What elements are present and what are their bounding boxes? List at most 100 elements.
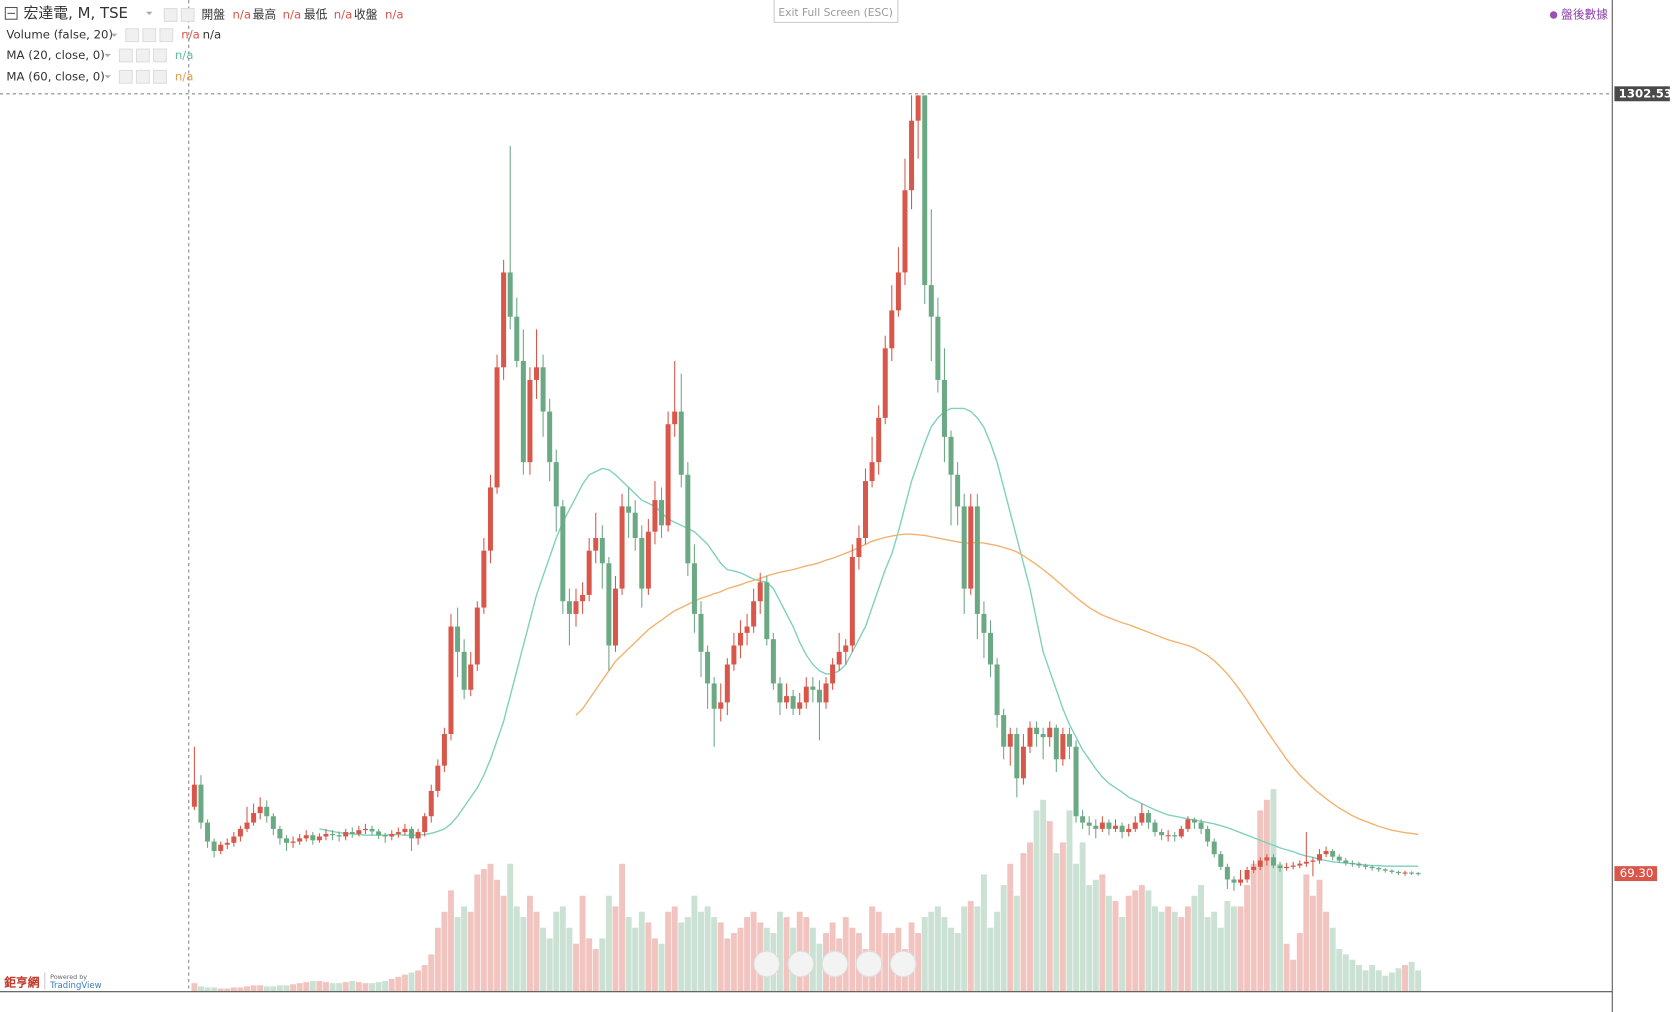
candle-body <box>790 696 796 709</box>
volume-bar <box>401 974 408 992</box>
reset[interactable] <box>821 950 849 978</box>
candle-body <box>659 500 665 526</box>
volume-bar <box>1125 895 1132 992</box>
volume-bar <box>1329 927 1336 992</box>
volume-bar <box>1178 917 1185 992</box>
volume-bar <box>382 981 389 992</box>
indicator-button[interactable] <box>142 28 157 43</box>
volume-bar <box>783 917 790 992</box>
candle-body <box>1277 865 1283 869</box>
volume-bar <box>1415 970 1422 992</box>
candle-body <box>1073 746 1079 817</box>
candle-body <box>1126 828 1132 833</box>
volume-bar <box>553 911 560 992</box>
crosshair-price-label: 1302.53 <box>1619 86 1672 100</box>
volume-bar <box>1138 885 1145 992</box>
candle-body <box>968 506 974 589</box>
candle-body <box>705 651 711 684</box>
candle-body <box>645 531 651 589</box>
ma-layer <box>319 407 1419 867</box>
candle-body <box>316 836 322 841</box>
volume-bar <box>750 911 757 992</box>
candle-body <box>724 664 730 703</box>
ohlc-label: 收盤 <box>354 7 378 21</box>
candle-body <box>1376 868 1382 870</box>
candle-body <box>310 835 316 841</box>
exit-fullscreen[interactable]: Exit Full Screen (ESC) <box>773 0 899 23</box>
candle-body <box>1231 879 1237 883</box>
candle-body <box>303 835 309 839</box>
candle-body <box>915 95 921 121</box>
candle-body <box>862 481 868 539</box>
scroll-left[interactable] <box>753 950 781 978</box>
candle-body <box>797 702 803 709</box>
volume-bar <box>355 982 362 992</box>
candle-body <box>205 822 211 842</box>
candle-body <box>626 506 632 513</box>
indicator-button[interactable] <box>118 69 133 84</box>
volume-bar <box>994 911 1001 992</box>
candle-body <box>1198 822 1204 829</box>
volume-bar <box>1191 895 1198 992</box>
symbol-button[interactable] <box>180 8 195 22</box>
candle-body <box>1363 865 1369 867</box>
zoom-in[interactable] <box>855 950 883 978</box>
volume-bar <box>388 978 395 992</box>
indicator-name: MA (60, close, 0) <box>6 69 104 83</box>
volume-bar <box>507 863 514 992</box>
candle-body <box>1323 851 1329 855</box>
candle-body <box>455 626 461 652</box>
indicator-button[interactable] <box>153 69 167 84</box>
volume-bar <box>480 869 487 992</box>
candle-body <box>941 379 947 437</box>
volume-bar <box>816 943 823 992</box>
candle-body <box>1027 727 1033 747</box>
volume-bar <box>1066 810 1073 992</box>
volume-bar <box>849 927 856 992</box>
candle-body <box>376 831 382 836</box>
indicator-button[interactable] <box>159 28 174 43</box>
volume-bar <box>533 911 540 992</box>
candle-body <box>237 828 243 837</box>
exit-fullscreen-box[interactable] <box>773 0 899 23</box>
volume-bar <box>191 983 198 992</box>
volume-bar <box>954 933 961 992</box>
indicator-button[interactable] <box>153 48 167 63</box>
volume-bar <box>421 965 428 992</box>
candle-body <box>487 487 493 551</box>
zoom-out[interactable] <box>787 950 815 978</box>
indicator-button[interactable] <box>135 48 150 63</box>
candle-body <box>1139 813 1145 823</box>
volume-bar <box>309 981 316 992</box>
indicator-button[interactable] <box>125 28 140 43</box>
candle-body <box>599 538 605 564</box>
after-hours[interactable]: 盤後數據 <box>1561 7 1608 21</box>
volume-bar <box>645 922 652 992</box>
ohlc-value: n/a <box>334 7 353 21</box>
candle-body <box>1251 866 1257 870</box>
indicator-value: n/a <box>203 28 222 42</box>
collapse-icon[interactable] <box>4 6 18 20</box>
crosshair-price-box <box>1614 86 1670 102</box>
candle-body <box>501 272 507 368</box>
candle-body <box>534 367 540 380</box>
candle-body <box>586 550 592 595</box>
candle-body <box>1080 816 1086 823</box>
indicator-button[interactable] <box>135 69 150 84</box>
candle-body <box>1218 854 1224 867</box>
candle-body <box>974 506 980 614</box>
symbol-button[interactable] <box>163 8 178 22</box>
scroll-right[interactable] <box>889 950 917 978</box>
candle-body <box>882 348 888 418</box>
candle-body <box>1310 860 1316 862</box>
volume-bar <box>362 983 369 992</box>
volume-bar <box>1165 906 1172 992</box>
volume-bar <box>283 985 290 992</box>
volume-bar <box>1316 879 1323 992</box>
candle-body <box>1086 822 1092 826</box>
candle-body <box>895 272 901 311</box>
volume-bar <box>1402 965 1408 992</box>
indicator-button[interactable] <box>118 48 133 63</box>
volume-bar <box>1020 853 1027 992</box>
volume-bar <box>987 927 994 992</box>
